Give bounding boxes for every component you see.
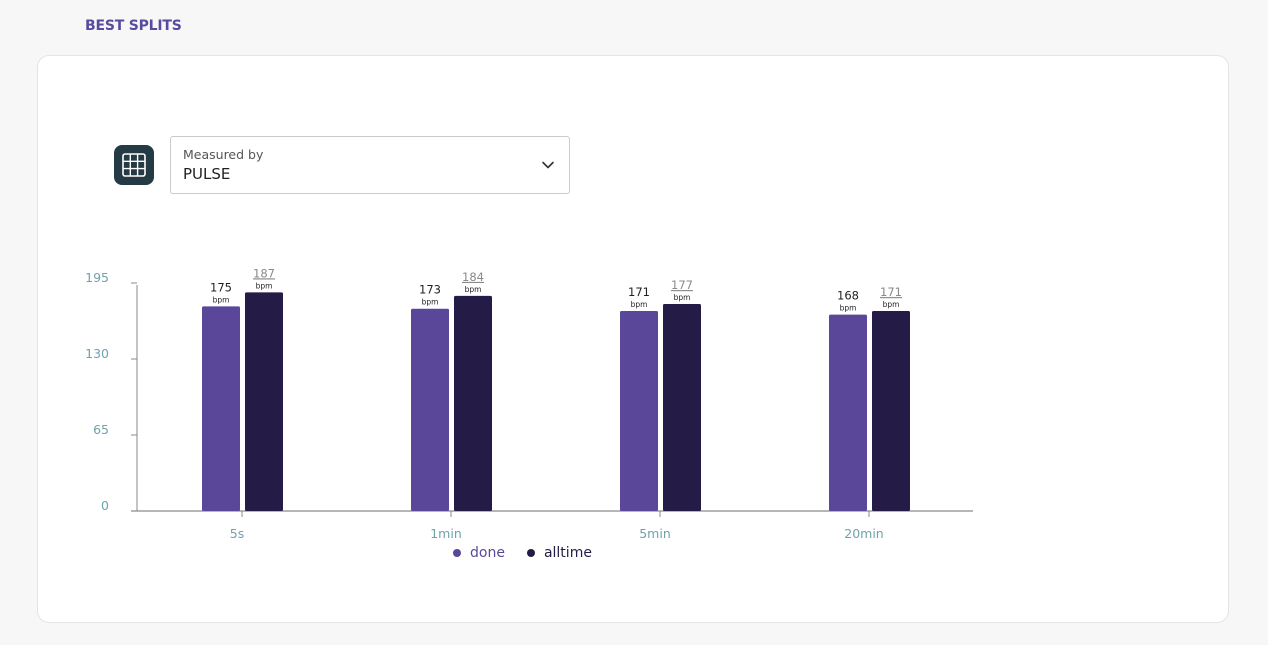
x-tick-label: 5s: [230, 526, 244, 541]
unit-label-done: bpm: [213, 295, 230, 304]
x-tick-label: 20min: [844, 526, 883, 541]
unit-label-done: bpm: [840, 304, 857, 313]
measured-by-value: PULSE: [183, 165, 231, 183]
data-label-done: 171: [628, 285, 650, 299]
grid-table-icon: [122, 153, 146, 177]
bar-alltime: [245, 292, 283, 511]
data-label-done: 173: [419, 283, 441, 297]
y-tick-label: 195: [85, 270, 109, 285]
chart-legend: done alltime: [453, 545, 592, 561]
unit-label-alltime: bpm: [674, 293, 691, 302]
unit-label-alltime: bpm: [256, 281, 273, 290]
bar-done: [411, 308, 449, 511]
unit-label-done: bpm: [422, 298, 439, 307]
data-label-alltime: 184: [462, 270, 484, 284]
measured-by-select[interactable]: Measured by PULSE: [170, 136, 570, 194]
y-tick-label: 0: [101, 498, 109, 513]
data-label-done: 168: [837, 289, 859, 303]
data-label-alltime: 177: [671, 278, 693, 292]
chevron-down-icon: [542, 161, 554, 169]
data-label-alltime: 187: [253, 266, 275, 280]
legend-label-alltime: alltime: [543, 545, 592, 561]
measured-by-label: Measured by: [183, 147, 264, 162]
y-tick-label: 65: [93, 422, 109, 437]
x-tick-label: 1min: [430, 526, 462, 541]
table-view-button[interactable]: [114, 145, 154, 185]
legend-dot-done: [453, 549, 461, 557]
unit-label-done: bpm: [631, 300, 648, 309]
unit-label-alltime: bpm: [883, 300, 900, 309]
legend-dot-alltime: [526, 549, 535, 557]
bar-done: [202, 306, 240, 511]
bar-alltime: [454, 295, 492, 511]
unit-label-alltime: bpm: [465, 285, 482, 294]
legend-item-alltime[interactable]: alltime: [526, 545, 592, 561]
bar-done: [620, 311, 658, 511]
x-tick-label: 5min: [639, 526, 671, 541]
bar-done: [829, 314, 867, 511]
bar-alltime: [663, 304, 701, 511]
data-label-done: 175: [210, 280, 232, 294]
legend-item-done[interactable]: done: [453, 545, 505, 561]
legend-label-done: done: [470, 545, 505, 561]
y-tick-label: 130: [85, 346, 109, 361]
bar-alltime: [872, 311, 910, 511]
data-label-alltime: 171: [880, 285, 902, 299]
section-title: BEST SPLITS: [85, 18, 182, 34]
